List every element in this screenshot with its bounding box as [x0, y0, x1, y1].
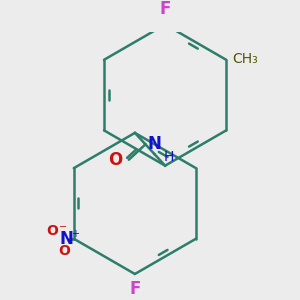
- Text: H: H: [164, 150, 174, 164]
- Text: F: F: [129, 280, 141, 298]
- Text: −: −: [59, 222, 67, 232]
- Text: O: O: [46, 224, 58, 238]
- Text: O: O: [108, 151, 122, 169]
- Text: F: F: [159, 0, 171, 18]
- Text: +: +: [71, 229, 79, 239]
- Text: O: O: [58, 244, 70, 258]
- Text: CH₃: CH₃: [232, 52, 258, 66]
- Text: N: N: [148, 135, 161, 153]
- Text: N: N: [59, 230, 73, 248]
